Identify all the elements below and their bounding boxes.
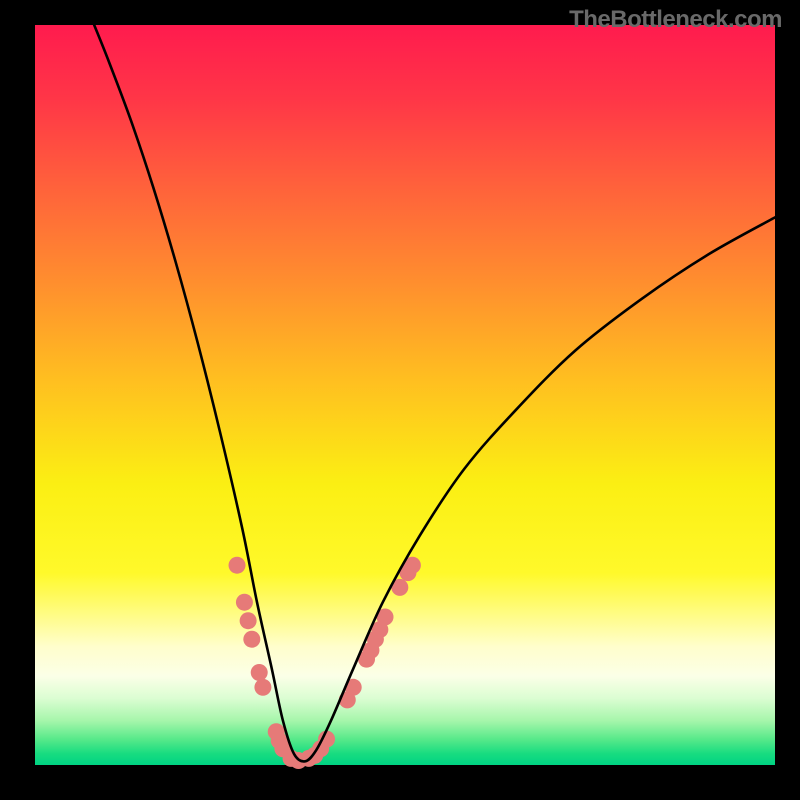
plot-background bbox=[35, 25, 775, 765]
watermark-text: TheBottleneck.com bbox=[569, 6, 782, 34]
curve-marker bbox=[229, 557, 246, 574]
curve-marker bbox=[240, 612, 257, 629]
curve-marker bbox=[254, 679, 271, 696]
chart-svg bbox=[0, 0, 800, 800]
curve-marker bbox=[251, 664, 268, 681]
curve-marker bbox=[236, 594, 253, 611]
bottleneck-chart: TheBottleneck.com bbox=[0, 0, 800, 800]
curve-marker bbox=[243, 631, 260, 648]
